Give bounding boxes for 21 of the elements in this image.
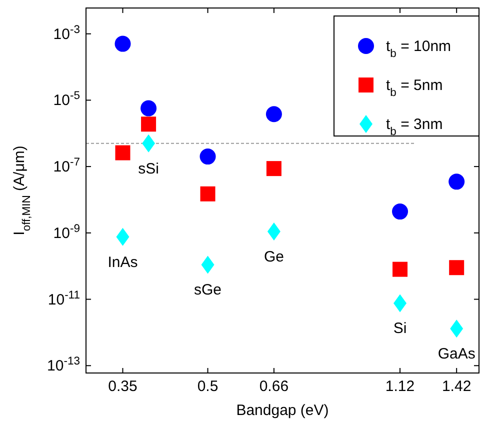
legend-label: t$_{b}$ = 3nm [386, 116, 443, 138]
legend-label: t$_{b}$ = 10nm [386, 38, 452, 60]
annotation: sSi [138, 160, 159, 178]
legend-label: t$_{b}$ = 5nm [386, 77, 443, 99]
x-tick-label: 0.5 [197, 378, 218, 395]
annotation: GaAs [438, 346, 476, 363]
x-tick-label: 0.66 [259, 378, 289, 395]
x-axis-title: Bandgap (eV) [236, 402, 329, 419]
y-tick-label: 10$^{-13}$ [47, 356, 80, 375]
y-tick-label: 10$^{-3}$ [53, 24, 80, 43]
annotation: sGe [194, 282, 222, 299]
y-tick-label: 10$^{-9}$ [53, 222, 80, 242]
annotation: InAs [108, 254, 138, 271]
annotation: Ge [264, 248, 284, 266]
x-tick-label: 1.12 [385, 378, 415, 395]
y-tick-label: 10$^{-7}$ [53, 156, 80, 176]
x-tick-label: 1.42 [442, 378, 472, 395]
annotation: Si [393, 320, 407, 338]
y-tick-label: 10$^{-11}$ [48, 289, 80, 308]
y-tick-label: 10$^{-5}$ [53, 90, 80, 110]
x-tick-label: 0.35 [108, 378, 138, 395]
